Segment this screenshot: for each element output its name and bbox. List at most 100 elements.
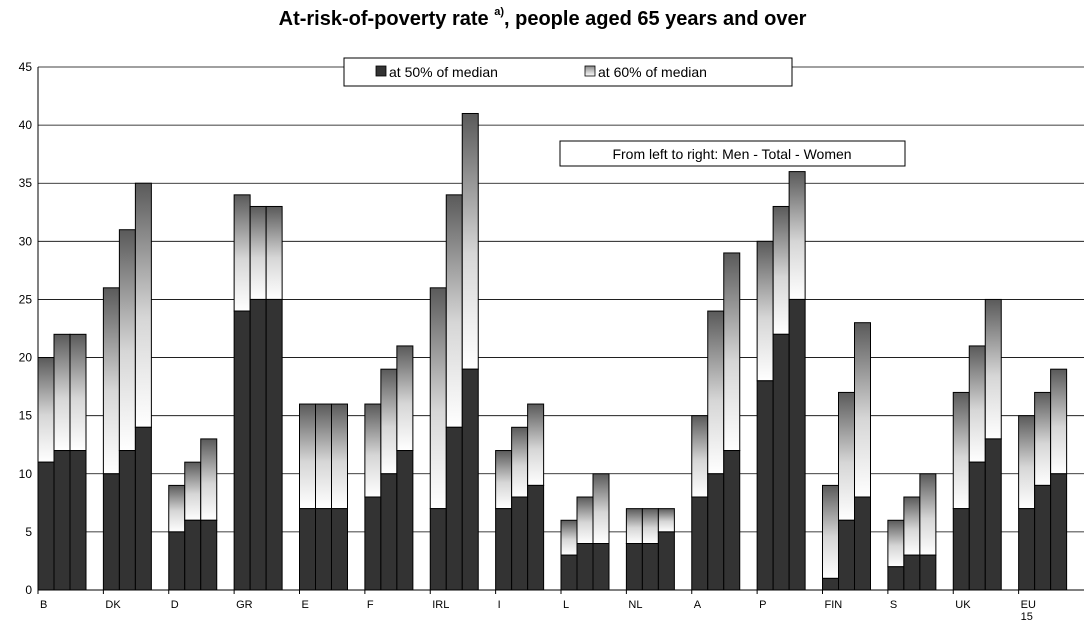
bar-50-women [331, 508, 348, 591]
bar-60-total [838, 391, 855, 521]
bar-50-men [168, 531, 186, 591]
bar-50-total [576, 543, 594, 591]
y-tick-label: 25 [19, 292, 33, 306]
order-note-text: From left to right: Men - Total - Women [612, 146, 851, 162]
bar-50-total [249, 298, 267, 591]
bar-60-men [233, 194, 251, 312]
bar-50-total [53, 450, 71, 591]
bar-60-men [168, 484, 186, 533]
bar-50-total [184, 519, 202, 591]
bar-60-total [445, 194, 463, 428]
bar-60-men [364, 403, 382, 498]
bar-50-women [69, 450, 87, 591]
bar-60-total [511, 426, 529, 498]
bar-60-men [756, 240, 774, 382]
bar-50-total [903, 554, 921, 591]
bar-50-women [461, 368, 479, 591]
bar-50-women [919, 554, 937, 591]
bar-60-men [560, 519, 578, 556]
bar-60-total [315, 403, 332, 510]
x-category-label: F [367, 599, 374, 611]
y-tick-label: 15 [19, 409, 33, 423]
bar-50-men [952, 508, 970, 591]
bar-50-women [984, 438, 1002, 591]
bar-60-women [592, 473, 610, 545]
bar-50-men [102, 473, 120, 591]
x-category-label: P [759, 599, 766, 611]
bar-60-women [134, 182, 152, 428]
bar-50-men [691, 496, 709, 591]
y-tick-label: 0 [25, 583, 32, 597]
chart-title-suffix: , people aged 65 years and over [504, 8, 807, 30]
bar-50-total [772, 333, 790, 591]
x-category-label: 15 [1021, 611, 1033, 623]
bar-60-women [984, 298, 1002, 440]
y-tick-label: 20 [19, 351, 33, 365]
bar-60-men [299, 403, 316, 510]
bar-50-men [887, 566, 905, 591]
axes [37, 67, 1084, 594]
bar-50-total [641, 543, 659, 591]
bar-50-men [822, 577, 839, 591]
x-category-label: FIN [825, 599, 843, 611]
x-category-label: GR [236, 599, 253, 611]
y-tick-label: 30 [19, 234, 33, 248]
order-note-box [559, 140, 906, 167]
bar-60-total [53, 333, 71, 452]
bar-60-men [691, 415, 709, 498]
bar-50-total [118, 450, 136, 591]
bar-60-women [396, 345, 414, 452]
bar-60-men [495, 450, 513, 510]
bar-60-men [102, 287, 120, 475]
bar-60-total [576, 496, 594, 545]
bar-60-women [854, 322, 871, 498]
bar-60-women [657, 508, 675, 533]
bar-50-men [233, 310, 251, 591]
bar-60-women [1050, 368, 1068, 475]
bar-60-women [723, 252, 741, 452]
bar-50-men [495, 508, 513, 591]
bar-60-women [461, 112, 479, 370]
bar-50-women [723, 450, 741, 591]
bar-50-women [527, 484, 545, 591]
bar-50-men [560, 554, 578, 591]
order-note: From left to right: Men - Total - Women [559, 140, 906, 167]
y-tick-label: 10 [19, 467, 33, 481]
legend-box [343, 57, 793, 87]
chart-title-text: At-risk-of-poverty rate [278, 8, 489, 30]
bar-60-men [952, 391, 970, 510]
x-category-label: D [171, 599, 179, 611]
legend-label-60: at 60% of median [598, 64, 707, 80]
bar-60-men [429, 287, 447, 510]
x-category-label: EU [1021, 599, 1036, 611]
bar-60-men [822, 484, 839, 579]
chart-title-superscript: a) [494, 6, 505, 19]
bar-50-total [968, 461, 986, 591]
bar-60-men [1018, 415, 1036, 510]
legend-swatch-60 [584, 65, 596, 77]
bar-60-total [249, 205, 267, 300]
x-category-label: I [498, 599, 501, 611]
bar-50-women [592, 543, 610, 591]
bar-50-total [445, 426, 463, 591]
bar-50-total [1034, 484, 1052, 591]
bar-50-women [200, 519, 218, 591]
bar-50-men [37, 461, 55, 591]
y-tick-label: 5 [25, 525, 32, 539]
x-category-label: UK [955, 599, 971, 611]
x-category-label: DK [105, 599, 121, 611]
bar-50-total [315, 508, 332, 591]
bar-50-women [788, 298, 806, 591]
bar-60-women [265, 205, 283, 300]
x-category-label: A [694, 599, 702, 611]
legend-swatch-50 [375, 65, 387, 77]
bar-60-total [184, 461, 202, 521]
x-category-label: B [40, 599, 47, 611]
bar-60-women [788, 171, 806, 300]
bar-50-total [380, 473, 398, 591]
legend-label-50: at 50% of median [389, 64, 498, 80]
bar-60-total [772, 205, 790, 335]
bar-60-total [1034, 391, 1052, 486]
bar-50-women [657, 531, 675, 591]
